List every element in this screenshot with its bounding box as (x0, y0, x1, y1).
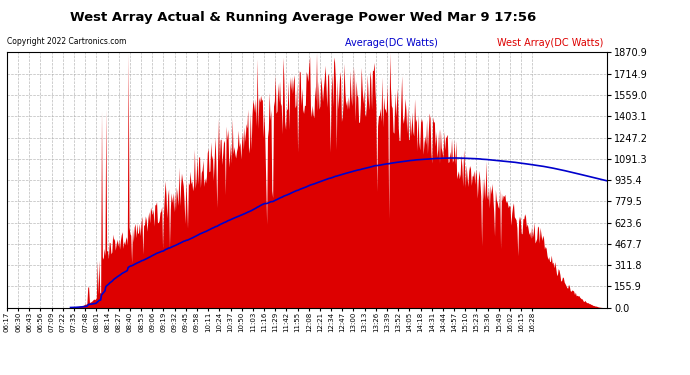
Text: Copyright 2022 Cartronics.com: Copyright 2022 Cartronics.com (7, 38, 126, 46)
Text: West Array(DC Watts): West Array(DC Watts) (497, 38, 603, 48)
Text: West Array Actual & Running Average Power Wed Mar 9 17:56: West Array Actual & Running Average Powe… (70, 11, 537, 24)
Text: Average(DC Watts): Average(DC Watts) (345, 38, 438, 48)
